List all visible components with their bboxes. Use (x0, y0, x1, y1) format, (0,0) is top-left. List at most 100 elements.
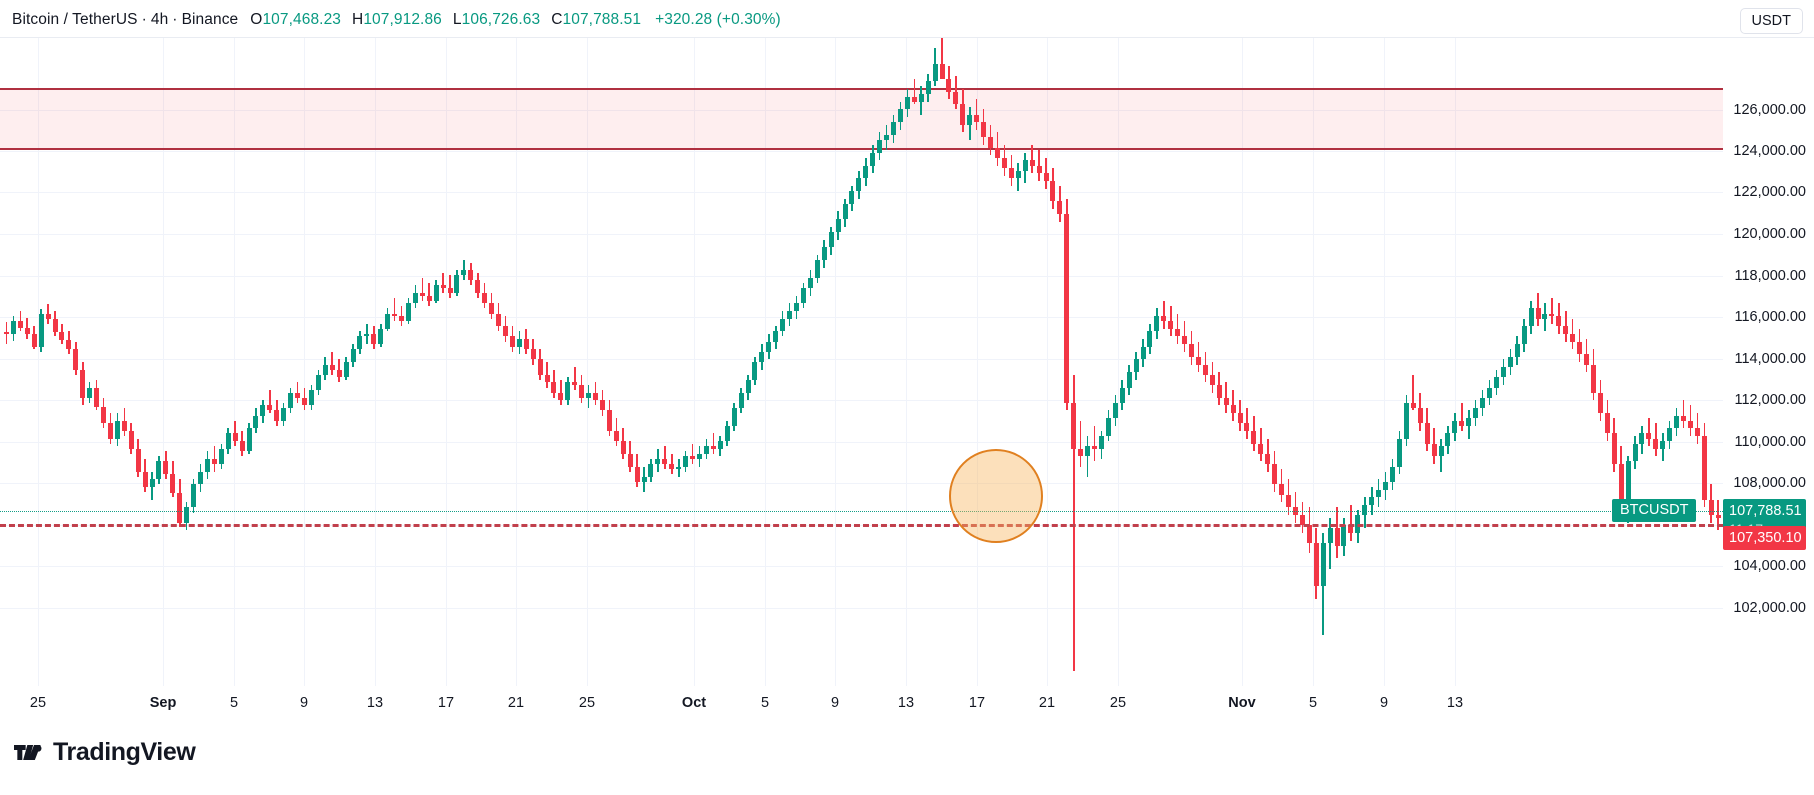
candle-body (655, 458, 661, 465)
candle-body (204, 458, 210, 472)
highlight-circle-annotation[interactable] (949, 449, 1043, 543)
candle-body (1043, 173, 1049, 181)
time-tick-label: 17 (437, 695, 455, 711)
candle-body (662, 458, 668, 465)
candle-body (551, 382, 557, 393)
time-tick-label: 5 (229, 695, 239, 711)
candle-body (1320, 543, 1326, 587)
candle-wick (331, 351, 333, 375)
candle-body (468, 270, 474, 281)
candle-body (156, 461, 162, 480)
candle-wick (1246, 407, 1248, 439)
chart-pane[interactable] (0, 38, 1723, 686)
candle-body (419, 293, 425, 296)
gridline-vertical (234, 38, 235, 686)
candle-body (821, 247, 827, 260)
candle-wick (1551, 298, 1553, 324)
candle-body (1674, 415, 1680, 429)
support-price-line[interactable] (0, 524, 1723, 527)
legend-interval[interactable]: 4h (150, 11, 169, 28)
alert-price-tag[interactable]: 107,350.10 (1723, 526, 1806, 550)
candle-wick (664, 446, 666, 470)
candle-body (842, 203, 848, 220)
candle-body (676, 466, 682, 470)
candle-body (593, 392, 599, 401)
candle-body (315, 374, 321, 391)
candle-body (537, 359, 543, 375)
candle-body (967, 114, 973, 125)
gridline-horizontal (0, 110, 1723, 111)
legend-open: O 107,468.23 (250, 11, 341, 29)
resistance-zone-top-edge[interactable] (0, 88, 1723, 90)
resistance-zone-bottom-edge[interactable] (0, 148, 1723, 150)
candle-body (1119, 387, 1125, 403)
candle-body (953, 91, 959, 105)
candle-body (114, 420, 120, 439)
candle-wick (421, 277, 424, 301)
gridline-vertical (163, 38, 164, 686)
candle-body (1029, 160, 1035, 166)
candle-body (1140, 346, 1146, 360)
candle-body (1334, 527, 1340, 546)
candle-body (191, 484, 197, 508)
candle-body (1701, 435, 1707, 500)
candle-wick (1350, 504, 1352, 541)
price-tick-label: 116,000.00 (1734, 309, 1807, 325)
candle-wick (1072, 374, 1075, 671)
candle-wick (1717, 499, 1719, 531)
candle-body (1667, 428, 1673, 442)
candle-body (599, 400, 605, 411)
time-tick-label: 13 (366, 695, 384, 711)
legend-open-value: 107,468.23 (262, 11, 342, 28)
candle-body (184, 507, 190, 523)
candle-body (1126, 372, 1132, 388)
candle-wick (1682, 400, 1685, 429)
last-price-value: 107,788.51 (1729, 503, 1802, 519)
candle-body (1015, 170, 1021, 179)
legend-close: C 107,788.51 (551, 11, 641, 29)
candle-wick (1329, 517, 1331, 569)
candle-body (1681, 415, 1687, 421)
legend-low: L 106,726.63 (453, 11, 540, 29)
candle-body (988, 137, 994, 148)
legend-exchange[interactable]: Binance (181, 11, 239, 28)
candle-body (433, 285, 439, 301)
candle-body (717, 441, 723, 449)
candle-body (1625, 461, 1631, 505)
candle-body (724, 425, 730, 442)
candle-wick (1564, 310, 1567, 342)
candle-body (1230, 405, 1236, 413)
candle-body (752, 362, 758, 380)
candle-body (1036, 165, 1042, 174)
candle-body (1348, 525, 1354, 533)
legend-high: H 107,912.86 (352, 11, 442, 29)
price-tick-label: 108,000.00 (1733, 475, 1806, 491)
candle-body (121, 420, 127, 431)
gridline-vertical (516, 38, 517, 686)
time-tick-label: 25 (1109, 695, 1127, 711)
gridline-horizontal (0, 608, 1723, 609)
candle-body (648, 464, 654, 477)
candle-body (1279, 484, 1285, 495)
candle-body (925, 81, 931, 95)
time-tick-label: Oct (681, 695, 707, 711)
candle-wick (1696, 413, 1699, 444)
candle-body (45, 313, 51, 319)
currency-badge[interactable]: USDT (1739, 8, 1803, 34)
legend-symbol[interactable]: Bitcoin / TetherUS (12, 11, 138, 28)
candle-body (170, 474, 176, 494)
gridline-vertical (694, 38, 695, 686)
candle-body (697, 453, 702, 459)
candle-body (1272, 464, 1278, 485)
candle-body (1175, 328, 1181, 337)
candle-body (260, 405, 266, 416)
candle-body (1112, 402, 1118, 419)
candle-body (38, 313, 44, 347)
tradingview-logo[interactable]: TradingView (14, 738, 196, 767)
resistance-zone[interactable] (0, 88, 1723, 150)
candle-body (1355, 515, 1361, 533)
candle-body (1514, 344, 1520, 357)
time-axis[interactable]: 25 Sep 5 9 13 17 21 25 Oct 5 9 13 17 21 25 Nov 5 9 13 (0, 686, 1814, 720)
candle-body (1098, 435, 1104, 449)
price-axis[interactable]: 126,000.00 124,000.00 122,000.00 120,000.00… (1723, 38, 1814, 686)
